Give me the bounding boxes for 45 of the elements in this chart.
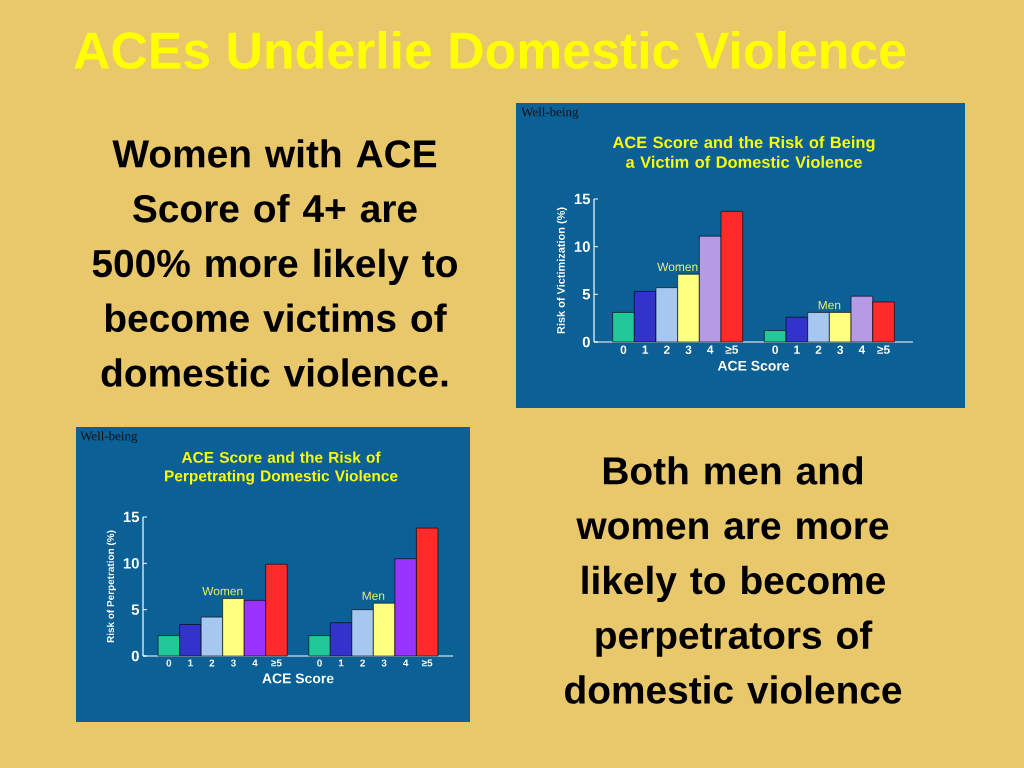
x-tick-label: 3 xyxy=(837,345,844,354)
chart-title: ACE Score and the Risk of Being a Victim of Domestic Violence xyxy=(612,136,875,168)
x-axis-title: ACE Score xyxy=(262,673,334,684)
x-tick-label: 2 xyxy=(209,659,215,667)
x-tick-label: 3 xyxy=(230,659,236,667)
text: Women with ACE Score of 4+ are 500% more likely to become victims of domestic violence. xyxy=(92,139,457,387)
x-tick-label: 4 xyxy=(252,659,258,667)
text: Well-being xyxy=(80,431,138,443)
x-tick-label: ≥5 xyxy=(271,659,282,667)
x-tick-label: 3 xyxy=(381,659,387,667)
text: ACEs Underlie Domestic Violence xyxy=(74,30,906,70)
x-axis-title: ACE Score xyxy=(717,360,790,371)
series-label: Men xyxy=(362,591,385,600)
text: Both men and women are more likely to become perpetrators of domestic violence xyxy=(565,456,902,704)
x-tick-label: 0 xyxy=(317,659,322,667)
x-tick-label: 0 xyxy=(620,345,627,354)
series-label: Women xyxy=(202,587,243,596)
x-tick-label: 4 xyxy=(707,345,714,354)
x-tick-label: 1 xyxy=(188,659,193,667)
x-tick-label: 4 xyxy=(403,659,409,667)
y-tick-label: 5 xyxy=(131,604,140,615)
x-tick-label: 2 xyxy=(815,345,822,354)
y-tick-label: 15 xyxy=(123,511,140,523)
x-tick-label: ≥5 xyxy=(421,659,433,667)
x-tick-label: ≥5 xyxy=(877,345,890,354)
x-tick-label: 4 xyxy=(858,345,866,354)
y-tick-label: 10 xyxy=(574,241,590,252)
text: Well-being xyxy=(521,107,579,119)
x-tick-label: 0 xyxy=(166,659,172,667)
x-tick-label: 0 xyxy=(772,345,779,354)
x-tick-label: 2 xyxy=(663,345,670,354)
y-tick-label: 10 xyxy=(123,558,139,569)
y-tick-label: 5 xyxy=(582,289,591,300)
y-axis-title: Risk of Victimization (%) xyxy=(556,207,568,334)
y-axis-title: Risk of Perpetration (%) xyxy=(106,530,117,643)
series-label: Women xyxy=(657,262,698,272)
x-tick-label: 1 xyxy=(794,345,800,354)
x-tick-label: 1 xyxy=(642,345,649,354)
chart-title: ACE Score and the Risk of Perpetrating Domestic Violence xyxy=(165,451,398,485)
series-label: Men xyxy=(818,300,841,310)
x-tick-label: 2 xyxy=(360,659,365,667)
y-tick-label: 15 xyxy=(574,193,591,205)
x-tick-label: ≥5 xyxy=(725,345,739,354)
x-tick-label: 3 xyxy=(685,345,692,354)
x-tick-label: 1 xyxy=(338,659,344,667)
